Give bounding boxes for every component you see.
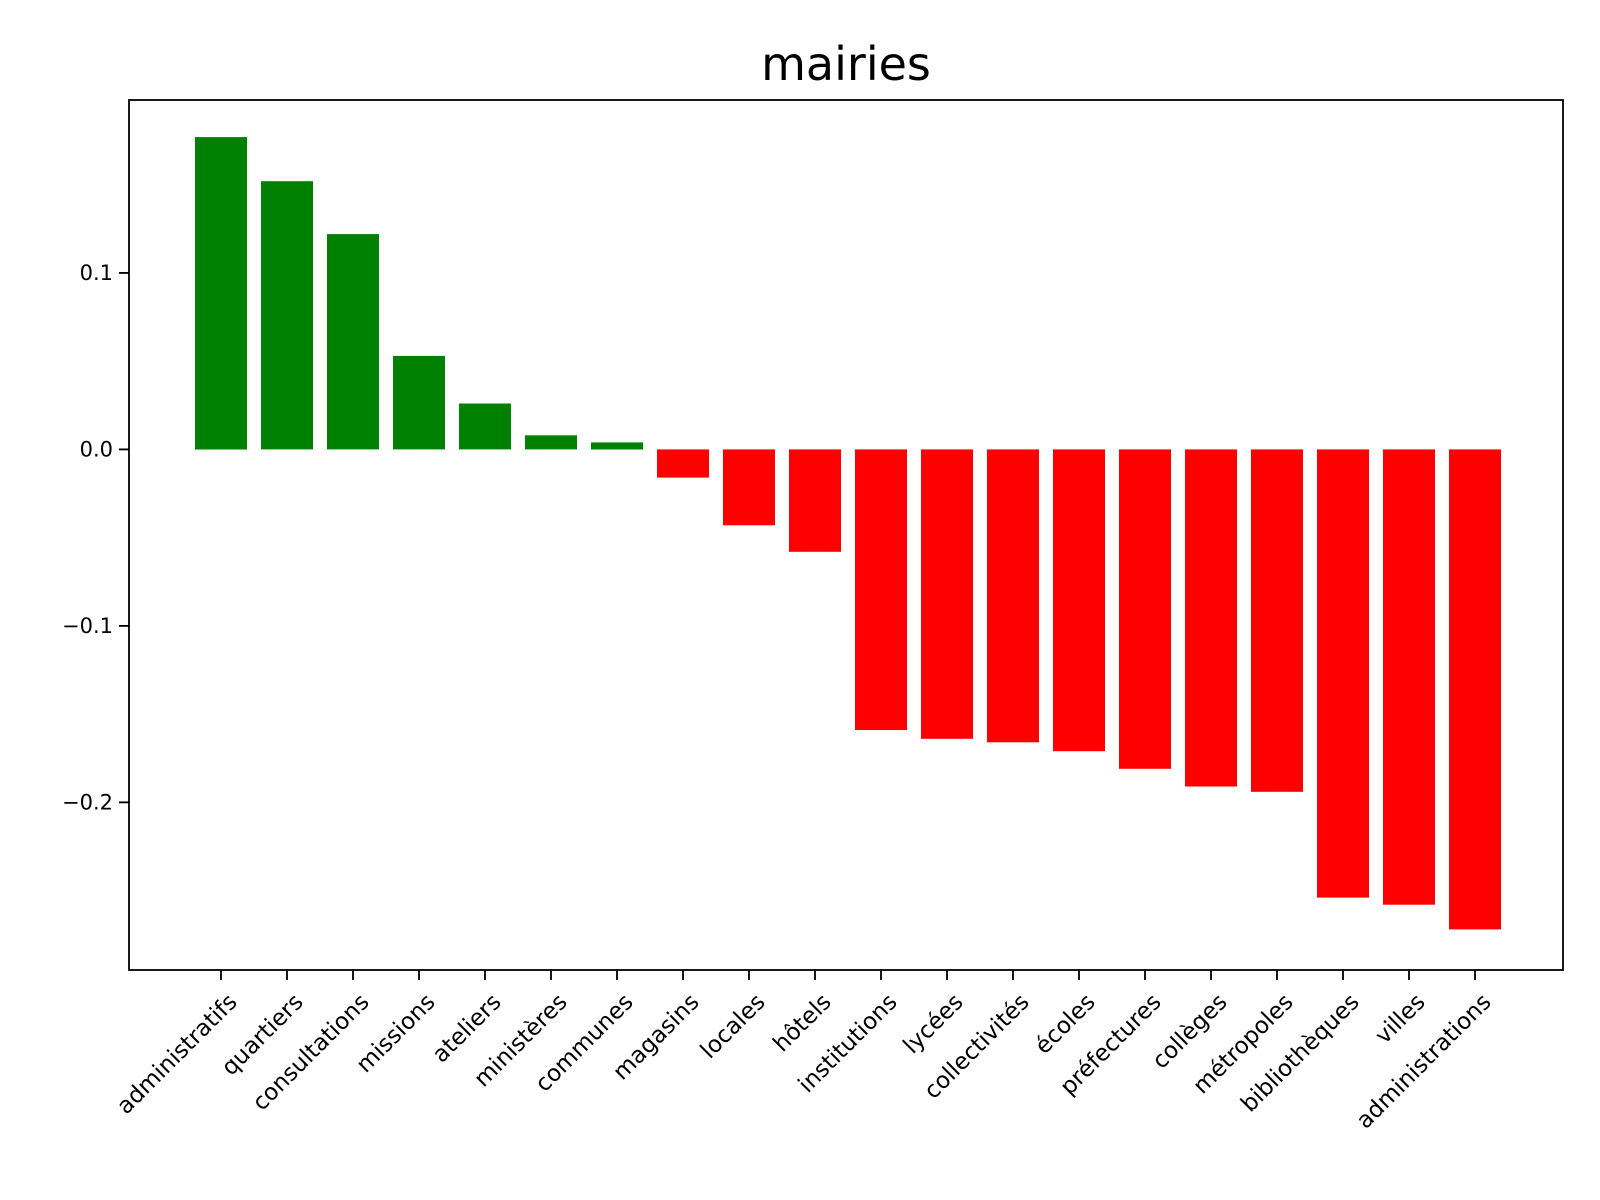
chart-title: mairies — [761, 37, 931, 91]
x-tick-label: locales — [696, 989, 771, 1064]
bar-locales — [723, 449, 775, 526]
bar-consultations — [327, 234, 379, 450]
y-tick-label: −0.2 — [62, 790, 113, 814]
x-tick-label: bibliothèques — [1236, 989, 1364, 1117]
bar-institutions — [855, 449, 907, 730]
y-tick-label: 0.0 — [80, 437, 113, 461]
bar-lycées — [921, 449, 973, 739]
bar-communes — [591, 442, 643, 450]
bar-ateliers — [459, 403, 511, 450]
bar-préfectures — [1119, 449, 1171, 769]
bar-écoles — [1053, 449, 1105, 752]
bar-villes — [1383, 449, 1435, 905]
bar-ministères — [525, 435, 577, 450]
x-tick-label: consultations — [248, 989, 375, 1116]
bar-hôtels — [789, 449, 841, 552]
bars-group — [195, 137, 1501, 930]
y-tick-label: −0.1 — [62, 614, 113, 638]
x-tick-label: administratifs — [112, 989, 242, 1119]
x-axis: administratifsquartiersconsultationsmiss… — [112, 970, 1497, 1134]
bar-administrations — [1449, 449, 1501, 930]
y-axis: 0.1 0.0 −0.1 −0.2 — [62, 261, 129, 814]
bar-administratifs — [195, 137, 247, 450]
bar-magasins — [657, 449, 709, 478]
y-tick-label: 0.1 — [80, 261, 113, 285]
bar-missions — [393, 355, 445, 450]
plot-frame — [128, 99, 1564, 971]
bar-bibliothèques — [1317, 449, 1369, 898]
bar-quartiers — [261, 181, 313, 450]
bar-collectivités — [987, 449, 1039, 743]
bar-métropoles — [1251, 449, 1303, 792]
x-tick-label: villes — [1371, 989, 1431, 1049]
bar-collèges — [1185, 449, 1237, 787]
